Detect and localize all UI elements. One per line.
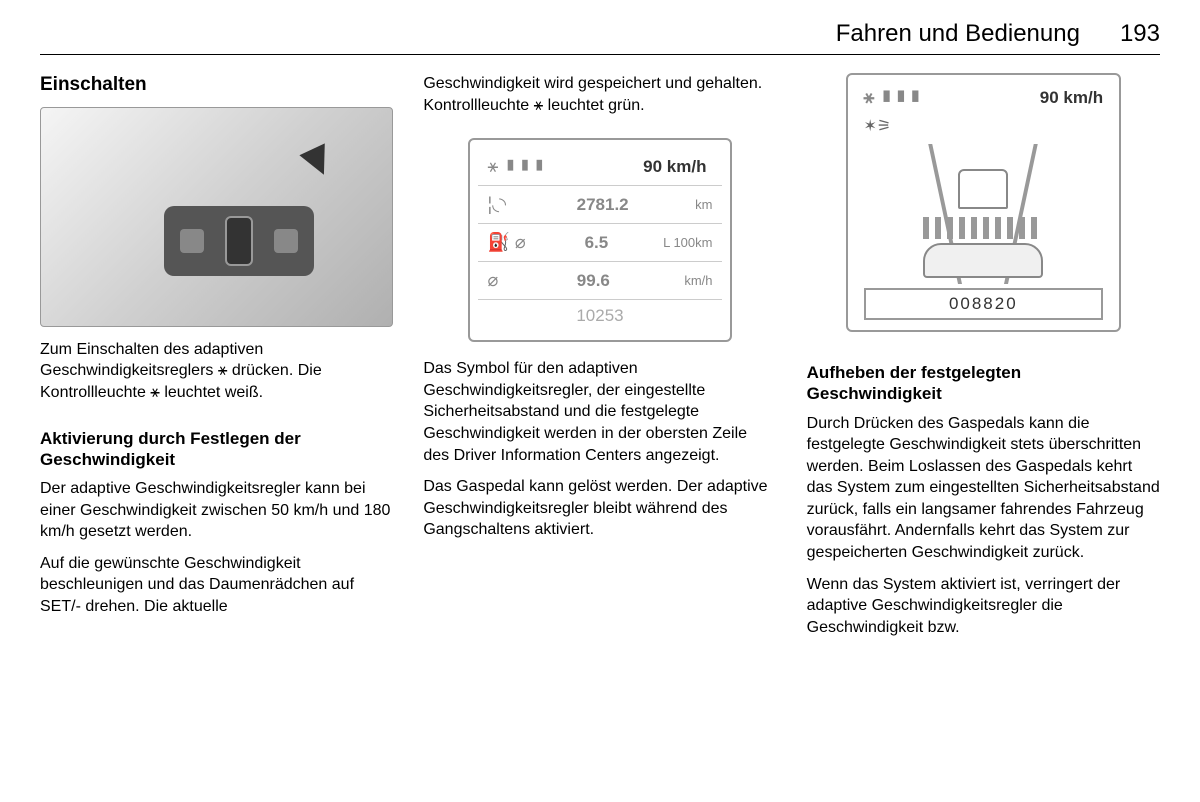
column-3: ⚹ ▮▮▮ 90 km/h ✶⚞ 008820 Aufheben der fes… [807, 73, 1160, 648]
steering-wheel-figure [40, 107, 393, 327]
car-ahead-icon [958, 169, 1008, 209]
paragraph-aufheben-2: Wenn das System aktiviert ist, verringer… [807, 574, 1160, 639]
lane-scene [864, 144, 1104, 284]
display-trip-unit: km [695, 197, 712, 212]
paragraph-aufheben-1: Durch Drücken des Gaspedals kann die fes… [807, 413, 1160, 564]
heading-aktivierung: Aktivierung durch Festlegen der Geschwin… [40, 428, 393, 471]
wheel-button-icon [274, 229, 298, 253]
paragraph-continued: Geschwindigkeit wird gespeichert und geh… [423, 73, 776, 116]
display-speed-value: 90 km/h [643, 157, 706, 177]
display-row-fuel: ⛽ ⌀ 6.5 L 100km [478, 224, 723, 262]
paragraph-set: Auf die gewünschte Geschwindigkeit besch… [40, 553, 393, 618]
columns-layout: Einschalten Zum Einschalten des adaptive… [40, 73, 1160, 648]
display-trip-value: 2781.2 [577, 195, 629, 215]
wheel-button-icon [180, 229, 204, 253]
lane-speed-value: 90 km/h [1040, 88, 1103, 108]
paragraph-symbol: Das Symbol für den adaptiven Geschwindig… [423, 358, 776, 466]
display-row-avg: ⌀ 99.6 km/h [478, 262, 723, 300]
cruise-icon: ⚹ ▮▮▮ [488, 156, 547, 177]
heading-aufheben: Aufheben der festgelegten Geschwindigkei… [807, 362, 1160, 405]
lane-status-icons: ✶⚞ [856, 112, 1112, 140]
heading-einschalten: Einschalten [40, 73, 393, 97]
display-avg-value: 99.6 [577, 271, 610, 291]
page-number: 193 [1120, 20, 1160, 48]
odometer-value: 008820 [864, 288, 1104, 320]
collision-warning-icon: ✶⚞ [864, 116, 892, 136]
wheel-thumbwheel-icon [225, 216, 253, 266]
column-1: Einschalten Zum Einschalten des adaptive… [40, 73, 393, 648]
display-fuel-value: 6.5 [585, 233, 609, 253]
trip-icon: ¦◟◝ [488, 194, 507, 215]
header-title: Fahren und Bedienung [836, 20, 1080, 48]
distance-stripe-icon [923, 217, 1043, 239]
cruise-gap-icon: ⚹ ▮▮▮ [864, 87, 923, 108]
paragraph-einschalten: Zum Einschalten des adaptiven Geschwindi… [40, 339, 393, 404]
page-header: Fahren und Bedienung 193 [40, 20, 1160, 55]
own-car-icon [923, 243, 1043, 278]
wheel-controls-panel [164, 206, 314, 276]
lane-top-row: ⚹ ▮▮▮ 90 km/h [856, 83, 1112, 112]
display-row-speed: ⚹ ▮▮▮ 90 km/h [478, 148, 723, 186]
dic-display-figure: ⚹ ▮▮▮ 90 km/h ¦◟◝ 2781.2 km ⛽ ⌀ 6.5 L 10… [468, 138, 733, 342]
column-2: Geschwindigkeit wird gespeichert und geh… [423, 73, 776, 648]
pointer-arrow-icon [300, 143, 337, 180]
paragraph-range: Der adaptive Geschwindigkeitsregler kann… [40, 478, 393, 543]
fuel-pump-icon: ⛽ ⌀ [488, 232, 526, 253]
paragraph-gaspedal: Das Gaspedal kann gelöst werden. Der ada… [423, 476, 776, 541]
display-avg-unit: km/h [684, 273, 712, 288]
display-fuel-unit: L 100km [663, 235, 712, 250]
avg-icon: ⌀ [488, 270, 499, 291]
display-bottom-value: 10253 [478, 300, 723, 332]
lane-display-figure: ⚹ ▮▮▮ 90 km/h ✶⚞ 008820 [846, 73, 1122, 332]
display-row-trip: ¦◟◝ 2781.2 km [478, 186, 723, 224]
